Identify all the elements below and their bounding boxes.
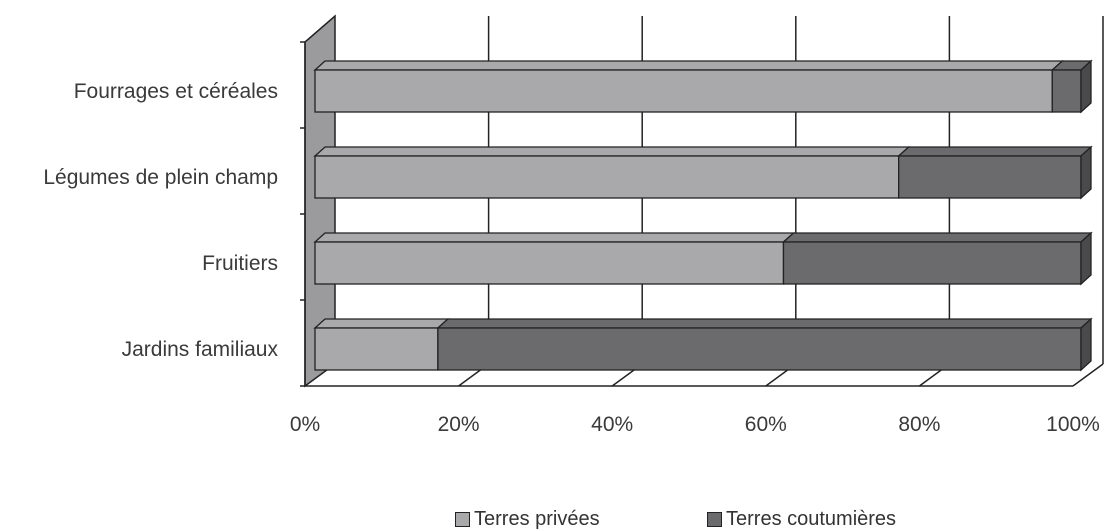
legend-swatch-terres-coutumieres	[707, 512, 722, 527]
x-tick-label: 60%	[745, 413, 787, 436]
x-tick-label: 0%	[290, 413, 320, 436]
legend-item-terres-privees: Terres privées	[455, 508, 600, 531]
category-label-jardins-familiaux: Jardins familiaux	[122, 338, 279, 361]
bar-top-terres-coutumieres-legumes-de-plein-champ	[896, 146, 1093, 157]
category-label-fruitiers: Fruitiers	[202, 252, 278, 275]
category-label-fourrages-et-cereales: Fourrages et céréales	[74, 80, 278, 103]
floor-line-5	[1072, 363, 1104, 387]
x-tick-label: 80%	[898, 413, 940, 436]
bar-side-legumes-de-plein-champ	[1080, 145, 1092, 200]
bar-top-terres-privees-jardins-familiaux	[313, 318, 450, 329]
legend: Terres privées Terres coutumières	[0, 508, 1105, 530]
bar-terres-privees-jardins-familiaux	[314, 327, 439, 371]
bar-terres-coutumieres-legumes-de-plein-champ	[898, 155, 1082, 199]
chart-plot: 0% 20% 40% 60% 80% 100% Fourrages et céréales L…	[43, 14, 1104, 436]
bar-top-terres-coutumieres-jardins-familiaux	[436, 318, 1093, 329]
bar-terres-privees-fourrages-et-cereales	[314, 69, 1053, 113]
bar-side-fourrages-et-cereales	[1080, 59, 1092, 114]
bar-terres-coutumieres-fourrages-et-cereales	[1051, 69, 1082, 113]
bar-top-terres-privees-fruitiers	[313, 232, 796, 243]
bar-terres-privees-fruitiers	[314, 241, 785, 285]
bar-top-terres-coutumieres-fruitiers	[781, 232, 1093, 243]
legend-label-terres-privees: Terres privées	[474, 508, 600, 530]
legend-label-terres-coutumieres: Terres coutumières	[726, 508, 897, 530]
bar-terres-privees-legumes-de-plein-champ	[314, 155, 900, 199]
category-label-legumes-de-plein-champ: Légumes de plein champ	[43, 166, 278, 189]
bar-terres-coutumieres-fruitiers	[782, 241, 1082, 285]
x-tick-label: 100%	[1046, 413, 1100, 436]
legend-swatch-terres-privees	[455, 512, 470, 527]
bar-side-fruitiers	[1080, 231, 1092, 286]
x-tick-label: 40%	[591, 413, 633, 436]
bar-top-terres-privees-legumes-de-plein-champ	[313, 146, 911, 157]
bar-side-jardins-familiaux	[1080, 317, 1092, 372]
bar-terres-coutumieres-jardins-familiaux	[437, 327, 1082, 371]
legend-item-terres-coutumieres: Terres coutumières	[707, 508, 896, 531]
x-tick-label: 20%	[438, 413, 480, 436]
bar-top-terres-privees-fourrages-et-cereales	[313, 60, 1064, 71]
